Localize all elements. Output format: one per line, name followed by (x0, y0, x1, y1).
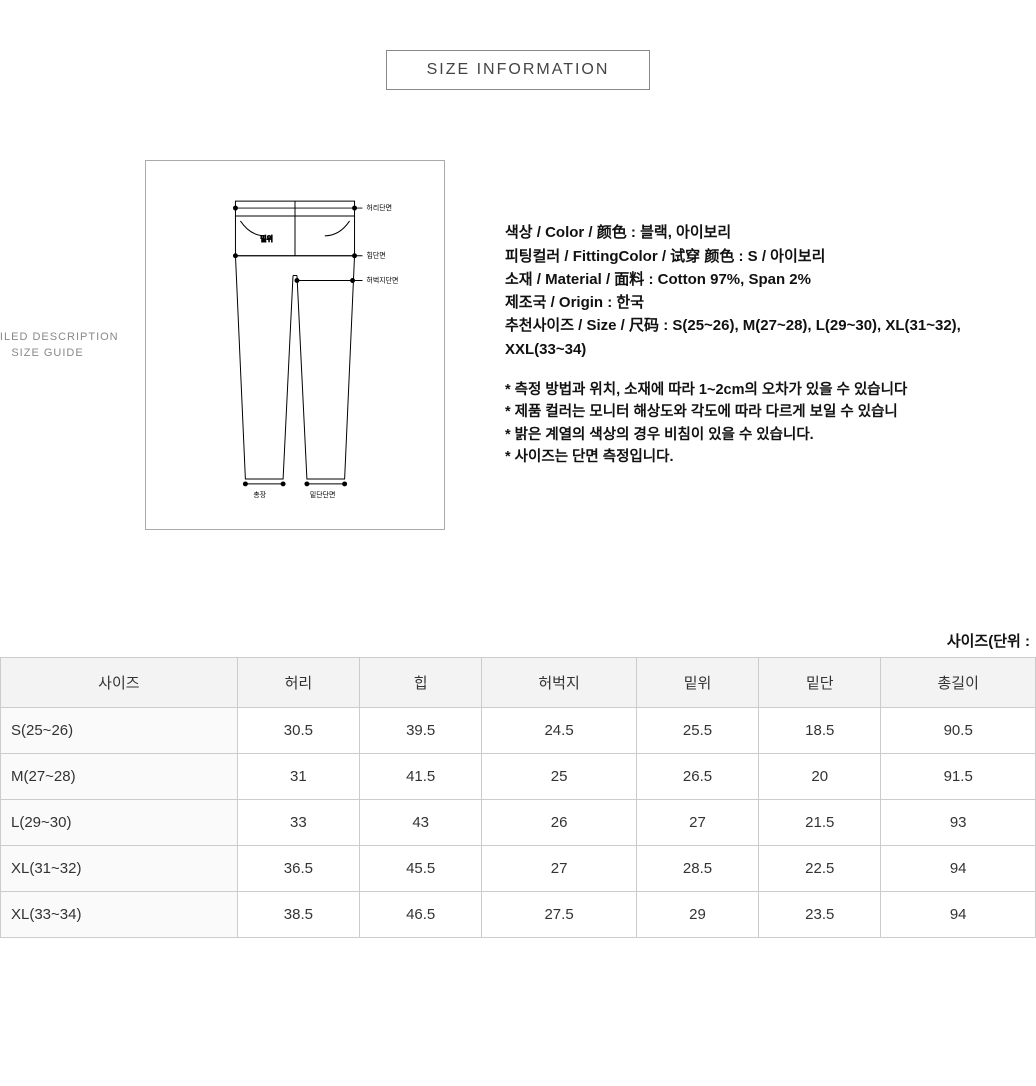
table-cell-size: XL(33~34) (1, 892, 238, 938)
side-label: ETAILED DESCRIPTION SIZE GUIDE (0, 329, 125, 362)
info-note: * 제품 컬러는 모니터 해상도와 각도에 따라 다르게 보일 수 있습니 (505, 401, 1036, 423)
table-cell-value: 24.5 (482, 708, 637, 754)
table-cell-value: 91.5 (881, 754, 1036, 800)
table-cell-size: M(27~28) (1, 754, 238, 800)
table-cell-value: 25 (482, 754, 637, 800)
table-cell-value: 94 (881, 892, 1036, 938)
table-header-cell: 사이즈 (1, 658, 238, 708)
table-cell-value: 23.5 (759, 892, 881, 938)
table-cell-size: L(29~30) (1, 800, 238, 846)
table-cell-value: 27 (636, 800, 758, 846)
table-cell-value: 90.5 (881, 708, 1036, 754)
table-cell-value: 41.5 (360, 754, 482, 800)
table-cell-value: 30.5 (237, 708, 359, 754)
pants-diagram: 밑위 허리단면 힙단면 허벅지단면 총장 밑단단면 (145, 160, 445, 530)
size-info-header: SIZE INFORMATION (386, 50, 651, 90)
table-header-cell: 힙 (360, 658, 482, 708)
table-cell-value: 25.5 (636, 708, 758, 754)
table-cell-value: 33 (237, 800, 359, 846)
table-cell-size: XL(31~32) (1, 846, 238, 892)
table-header-cell: 총길이 (881, 658, 1036, 708)
table-cell-value: 20 (759, 754, 881, 800)
info-line: XXL(33~34) (505, 338, 1036, 361)
table-row: S(25~26)30.539.524.525.518.590.5 (1, 708, 1036, 754)
table-cell-value: 36.5 (237, 846, 359, 892)
table-cell-value: 39.5 (360, 708, 482, 754)
table-row: L(29~30)3343262721.593 (1, 800, 1036, 846)
table-cell-value: 28.5 (636, 846, 758, 892)
table-cell-value: 22.5 (759, 846, 881, 892)
table-row: XL(31~32)36.545.52728.522.594 (1, 846, 1036, 892)
info-section: ETAILED DESCRIPTION SIZE GUIDE (0, 160, 1036, 530)
table-cell-value: 27.5 (482, 892, 637, 938)
product-info: 색상 / Color / 颜色 : 블랙, 아이보리피팅컬러 / Fitting… (465, 221, 1036, 468)
diagram-label-hem-r: 밑단단면 (310, 490, 336, 499)
diagram-label-waist: 허리단면 (366, 203, 392, 212)
info-line: 소재 / Material / 面料 : Cotton 97%, Span 2% (505, 268, 1036, 291)
table-cell-value: 93 (881, 800, 1036, 846)
table-caption: 사이즈(단위 : (0, 630, 1030, 651)
diagram-label-hem-l: 총장 (253, 490, 266, 499)
side-label-line2: SIZE GUIDE (11, 347, 83, 359)
diagram-label-thigh: 허벅지단면 (366, 275, 398, 284)
table-header-cell: 허리 (237, 658, 359, 708)
side-label-line1: ETAILED DESCRIPTION (0, 331, 119, 343)
table-cell-value: 26 (482, 800, 637, 846)
diagram-label-rise: 밑위 (260, 235, 273, 243)
table-header-cell: 허벅지 (482, 658, 637, 708)
table-cell-value: 31 (237, 754, 359, 800)
info-note: * 측정 방법과 위치, 소재에 따라 1~2cm의 오차가 있을 수 있습니다 (505, 379, 1036, 401)
table-cell-value: 27 (482, 846, 637, 892)
info-note: * 밝은 계열의 색상의 경우 비침이 있을 수 있습니다. (505, 424, 1036, 446)
info-note: * 사이즈는 단면 측정입니다. (505, 446, 1036, 468)
table-header-cell: 밑위 (636, 658, 758, 708)
table-cell-value: 26.5 (636, 754, 758, 800)
table-cell-value: 46.5 (360, 892, 482, 938)
table-cell-value: 21.5 (759, 800, 881, 846)
info-line: 피팅컬러 / FittingColor / 试穿 颜色 : S / 아이보리 (505, 245, 1036, 268)
size-table: 사이즈허리힙허벅지밑위밑단총길이 S(25~26)30.539.524.525.… (0, 657, 1036, 938)
table-row: M(27~28)3141.52526.52091.5 (1, 754, 1036, 800)
info-line: 추천사이즈 / Size / 尺码 : S(25~26), M(27~28), … (505, 314, 1036, 337)
table-header-cell: 밑단 (759, 658, 881, 708)
table-row: XL(33~34)38.546.527.52923.594 (1, 892, 1036, 938)
table-cell-value: 18.5 (759, 708, 881, 754)
info-line: 색상 / Color / 颜色 : 블랙, 아이보리 (505, 221, 1036, 244)
table-header-row: 사이즈허리힙허벅지밑위밑단총길이 (1, 658, 1036, 708)
table-cell-size: S(25~26) (1, 708, 238, 754)
diagram-label-hip: 힙단면 (366, 251, 385, 260)
table-cell-value: 45.5 (360, 846, 482, 892)
info-line: 제조국 / Origin : 한국 (505, 291, 1036, 314)
table-cell-value: 38.5 (237, 892, 359, 938)
table-cell-value: 29 (636, 892, 758, 938)
table-cell-value: 94 (881, 846, 1036, 892)
table-cell-value: 43 (360, 800, 482, 846)
pants-diagram-svg: 밑위 허리단면 힙단면 허벅지단면 총장 밑단단면 (166, 181, 424, 509)
